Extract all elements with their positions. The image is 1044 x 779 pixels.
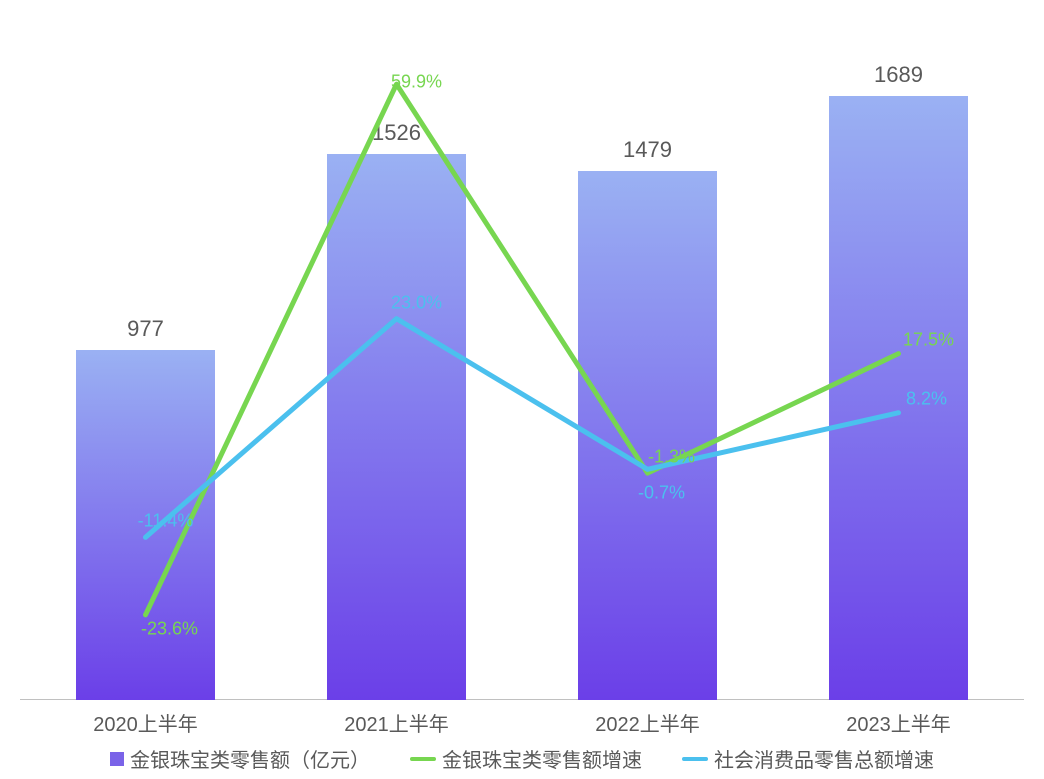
line-point-label: -1.3% — [648, 447, 695, 468]
legend-label: 金银珠宝类零售额（亿元） — [130, 744, 370, 773]
line-social_growth — [146, 319, 899, 538]
line-point-label: -11.4% — [138, 511, 194, 532]
legend-item: 社会消费品零售总额增速 — [682, 744, 934, 773]
line-point-label: 59.9% — [391, 72, 442, 93]
legend-item: 金银珠宝类零售额增速 — [410, 744, 642, 773]
line-point-label: -23.6% — [141, 618, 198, 639]
legend: 金银珠宝类零售额（亿元） 金银珠宝类零售额增速 社会消费品零售总额增速 — [0, 744, 1044, 773]
legend-swatch-line — [682, 757, 708, 761]
bar-value-label: 977 — [76, 316, 214, 342]
legend-label: 金银珠宝类零售额增速 — [442, 744, 642, 773]
bar-value-label: 1526 — [327, 120, 465, 146]
legend-item: 金银珠宝类零售额（亿元） — [110, 744, 370, 773]
x-axis-label: 2023上半年 — [799, 708, 999, 737]
line-point-label: 17.5% — [903, 329, 954, 350]
line-point-label: -0.7% — [638, 483, 685, 504]
legend-swatch-line — [410, 757, 436, 761]
line-jewelry_growth — [146, 84, 899, 615]
chart-container: 977 1526 1479 1689 -23.6% 59.9% -1.3% 17.5% -11.… — [0, 0, 1044, 779]
bar: 1526 — [327, 154, 465, 700]
line-point-label: 23.0% — [391, 292, 442, 313]
x-axis-label: 2022上半年 — [548, 708, 748, 737]
plot-area: 977 1526 1479 1689 -23.6% 59.9% -1.3% 17.5% -11.… — [20, 20, 1024, 700]
bar-value-label: 1479 — [578, 137, 716, 163]
x-axis-label: 2021上半年 — [297, 708, 497, 737]
x-axis-label: 2020上半年 — [46, 708, 246, 737]
bar-value-label: 1689 — [829, 62, 967, 88]
legend-label: 社会消费品零售总额增速 — [714, 744, 934, 773]
bar: 1479 — [578, 171, 716, 700]
legend-swatch-bar — [110, 752, 124, 766]
line-point-label: 8.2% — [906, 388, 947, 409]
